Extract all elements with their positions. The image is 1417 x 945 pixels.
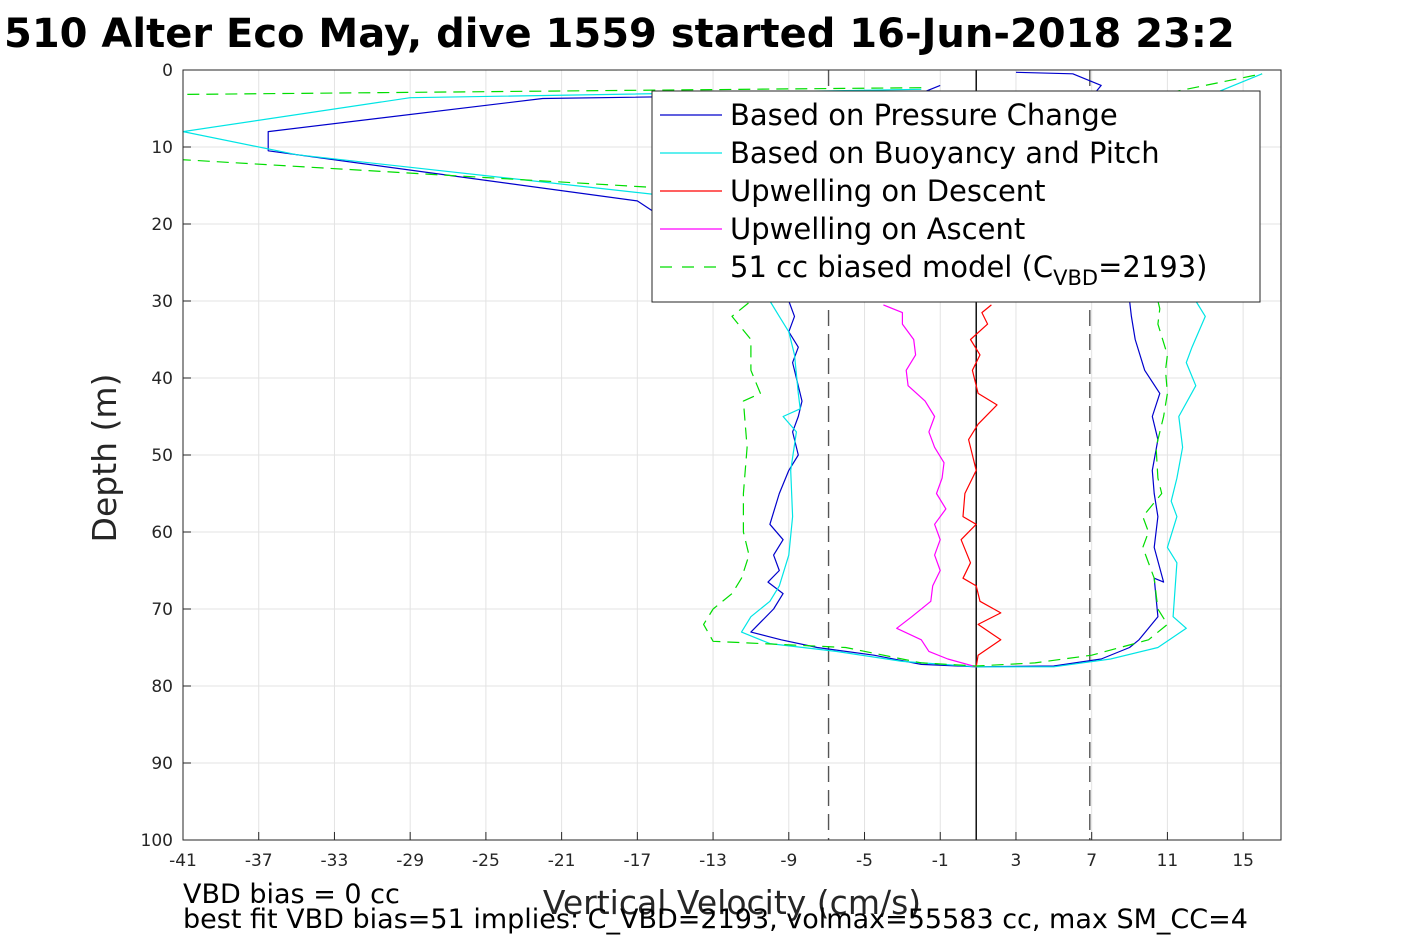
- x-tick-label: 7: [1086, 851, 1097, 871]
- x-tick-label: -37: [245, 851, 273, 871]
- footnote-best-fit: best fit VBD bias=51 implies: C_VBD=2193…: [183, 904, 1248, 935]
- legend-label: Based on Buoyancy and Pitch: [730, 136, 1160, 170]
- x-tick-label: -5: [856, 851, 873, 871]
- footnote-vbd-bias: VBD bias = 0 cc: [183, 879, 400, 910]
- chart-title: 510 Alter Eco May, dive 1559 started 16-…: [4, 11, 1235, 57]
- y-tick-label: 60: [151, 523, 173, 543]
- y-tick-label: 100: [141, 831, 173, 851]
- legend: Based on Pressure Change Based on Buoyanc…: [651, 90, 1261, 303]
- x-tick-label: -17: [623, 851, 651, 871]
- y-tick-label: 90: [151, 754, 173, 774]
- x-tick-label: -1: [932, 851, 949, 871]
- series-line-1: [267, 71, 1165, 668]
- x-axis-ticks: -41 -37 -33 -29 -25 -21 -17 -13 -9 -5 -1 3 7 11 15: [169, 832, 1254, 871]
- x-tick-label: 11: [1157, 851, 1179, 871]
- series-line-5: [183, 73, 1263, 667]
- legend-label-subscript: VBD: [1053, 266, 1098, 290]
- series-line-4: [883, 304, 977, 668]
- y-tick-label: 50: [151, 446, 173, 466]
- y-tick-label: 40: [151, 369, 173, 389]
- x-tick-label: -13: [699, 851, 727, 871]
- legend-label-prefix: 51 cc biased model (C: [730, 250, 1053, 284]
- legend-label: 51 cc biased model (CVBD=2193): [730, 250, 1208, 290]
- y-axis-label: Depth (m): [85, 374, 124, 543]
- x-tick-label: -21: [548, 851, 576, 871]
- legend-box: [651, 90, 1261, 303]
- x-tick-label: -25: [472, 851, 500, 871]
- x-tick-label: -41: [169, 851, 197, 871]
- data-series: [183, 71, 1263, 668]
- x-tick-label: -29: [396, 851, 424, 871]
- x-tick-label: 15: [1232, 851, 1254, 871]
- x-tick-label: 3: [1011, 851, 1022, 871]
- series-line-3: [960, 304, 1002, 667]
- legend-label: Based on Pressure Change: [730, 98, 1118, 132]
- y-tick-label: 0: [162, 61, 173, 81]
- x-tick-label: -33: [321, 851, 349, 871]
- x-axis-label: Vertical Velocity (cm/s): [543, 883, 921, 922]
- y-axis-ticks: 0 10 20 30 40 50 60 70 80 90 100: [141, 61, 191, 851]
- legend-label: Upwelling on Descent: [730, 174, 1046, 208]
- y-tick-label: 80: [151, 677, 173, 697]
- y-tick-label: 70: [151, 600, 173, 620]
- y-tick-label: 20: [151, 215, 173, 235]
- y-tick-label: 10: [151, 138, 173, 158]
- legend-label-suffix: =2193): [1098, 250, 1207, 284]
- legend-label: Upwelling on Ascent: [730, 212, 1025, 246]
- x-tick-label: -9: [780, 851, 797, 871]
- y-tick-label: 30: [151, 292, 173, 312]
